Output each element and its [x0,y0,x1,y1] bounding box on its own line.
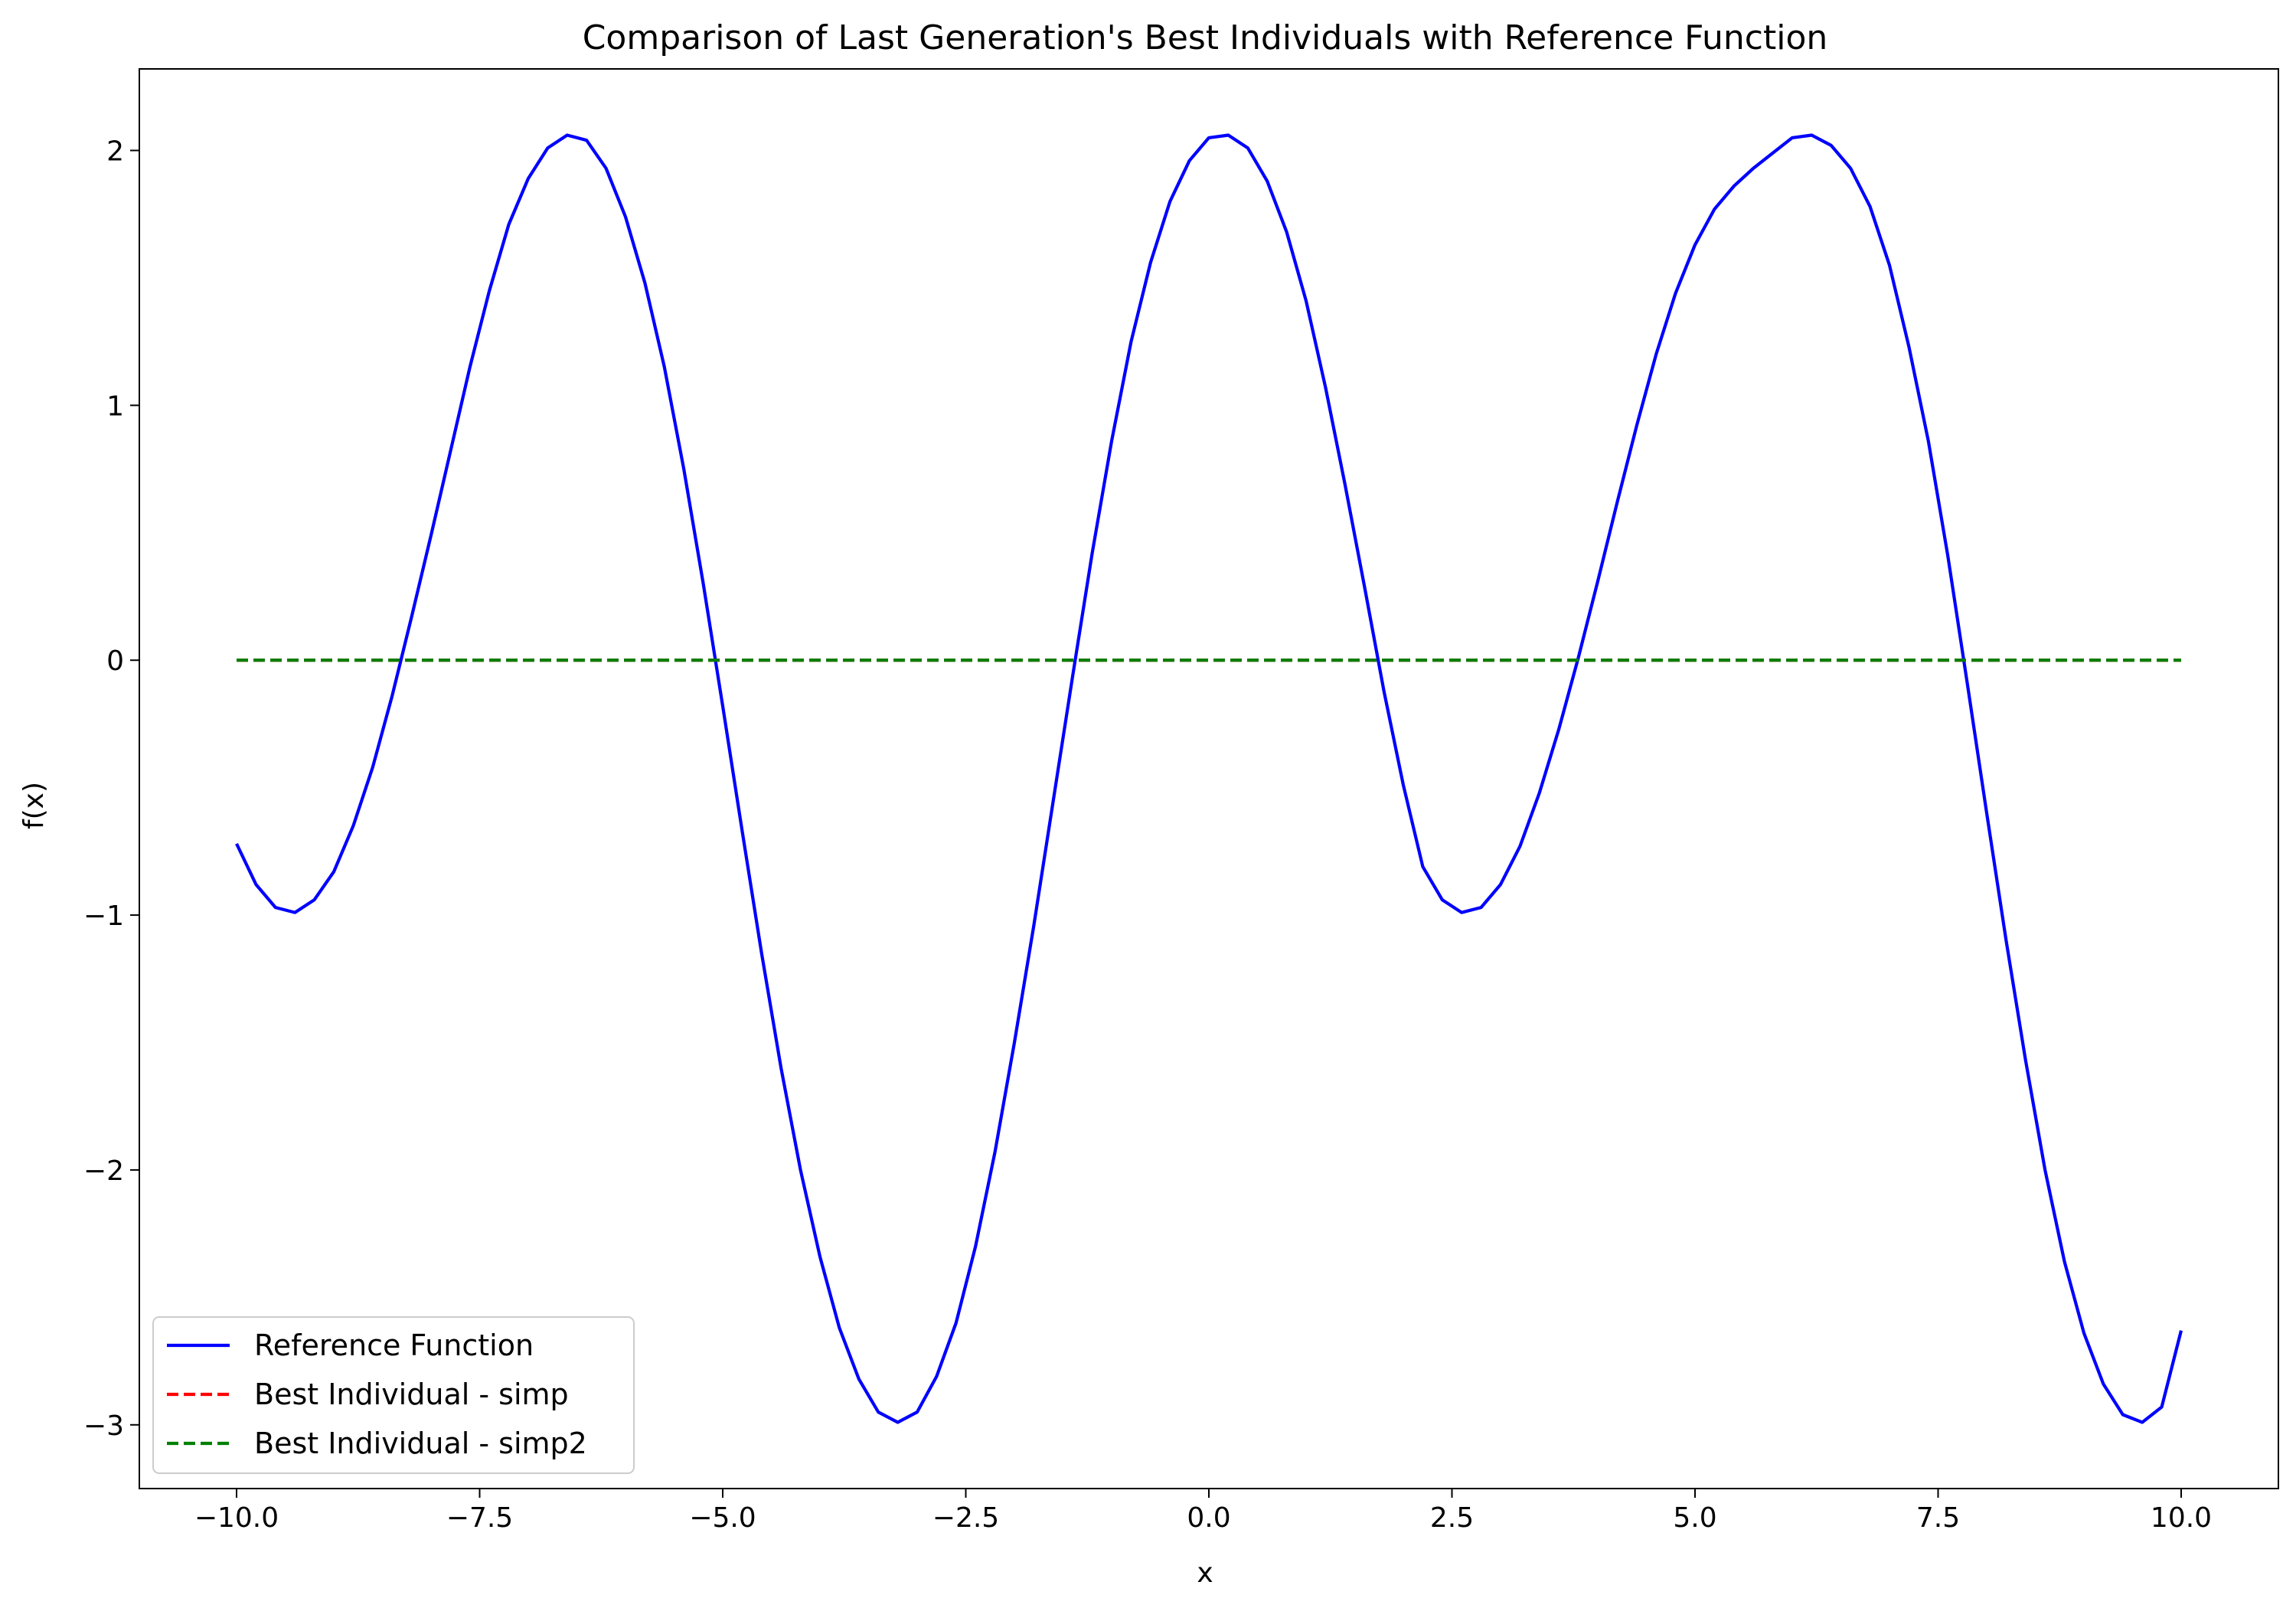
y-tick-label: 0 [106,645,124,677]
chart-title: Comparison of Last Generation's Best Ind… [583,18,1828,57]
x-tick-label: 5.0 [1673,1502,1716,1534]
x-tick-label: −5.0 [689,1502,756,1534]
x-tick-label: −10.0 [194,1502,279,1534]
series-layer [235,133,2183,1424]
legend: Reference Function Best Individual - simp… [152,1316,635,1474]
plot-area: −10.0 −7.5 −5.0 −2.5 0.0 2.5 5.0 7.5 10.0 −3 −2 −1… [83,68,2279,1534]
y-axis-ticks: −3 −2 −1 0 1 2 [83,136,139,1442]
x-tick-label: 7.5 [1916,1502,1960,1534]
legend-label: Reference Function [254,1329,534,1362]
y-tick-label: −1 [83,900,124,932]
x-tick-label: 10.0 [2151,1502,2212,1534]
y-tick-label: −3 [83,1410,124,1442]
legend-label: Best Individual - simp2 [254,1427,587,1460]
x-axis-ticks: −10.0 −7.5 −5.0 −2.5 0.0 2.5 5.0 7.5 10.0 [194,1489,2212,1534]
y-axis-label: f(x) [18,782,50,829]
x-tick-label: −7.5 [446,1502,513,1534]
y-tick-label: 2 [106,136,124,168]
y-tick-label: −2 [83,1155,124,1187]
x-tick-label: 0.0 [1187,1502,1230,1534]
series-line-1 [235,133,2183,1424]
legend-label: Best Individual - simp [254,1378,569,1411]
x-axis-label: x [1197,1557,1213,1589]
x-tick-label: −2.5 [932,1502,999,1534]
legend-box [152,1316,635,1474]
x-tick-label: 2.5 [1430,1502,1474,1534]
y-tick-label: 1 [106,391,124,422]
